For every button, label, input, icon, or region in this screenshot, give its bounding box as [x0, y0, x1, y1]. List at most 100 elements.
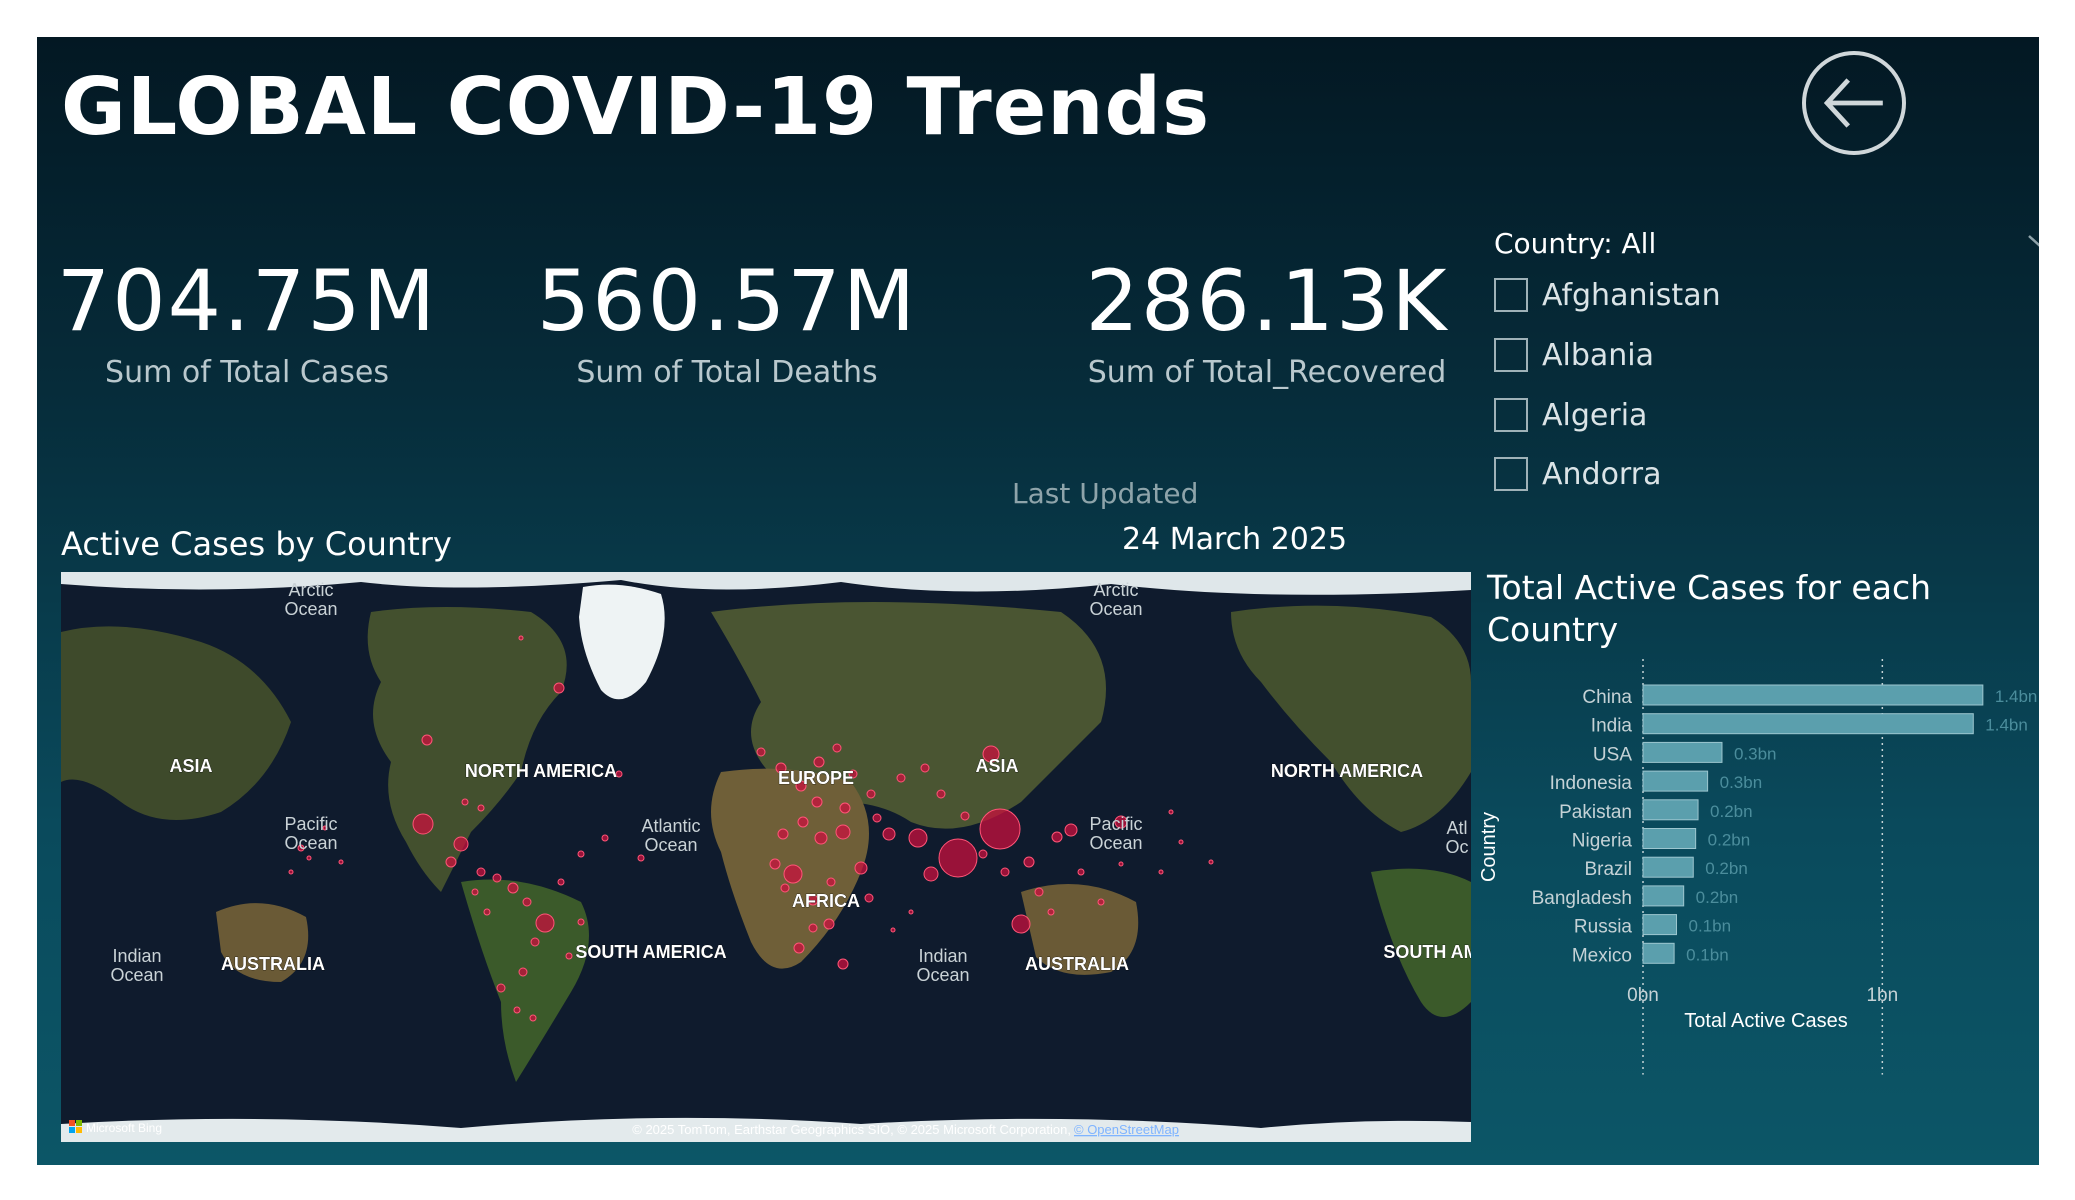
map-label-indian: Indian [918, 946, 967, 966]
kpi-label: Sum of Total Deaths [576, 355, 878, 390]
australia-landmass [1021, 884, 1139, 975]
map-label-pacific: Pacific [1089, 814, 1142, 834]
arctic-ice [61, 572, 1471, 595]
map-label-ocean: Ocean [284, 833, 337, 853]
map-label-indian: Indian [112, 946, 161, 966]
kpi-value: 704.75M [56, 252, 438, 350]
bubble-usa[interactable] [412, 813, 434, 835]
checkbox[interactable] [1494, 338, 1528, 372]
bar-chart: China 1.4bn India 1.4bn USA 0.3bn Indonesia 0.3… [1477, 657, 2037, 1157]
case-bubbles[interactable] [288, 635, 1214, 1022]
slicer-item-algeria[interactable]: Algeria [1494, 395, 1647, 435]
map-label-atlantic: Atlantic [641, 816, 700, 836]
checkbox[interactable] [1494, 278, 1528, 312]
slicer-item-andorra[interactable]: Andorra [1494, 454, 1661, 494]
slicer-item-albania[interactable]: Albania [1494, 335, 1654, 375]
y-tick-label: Nigeria [1572, 831, 1633, 852]
kpi-total-recovered: 286.13K Sum of Total_Recovered [1047, 253, 1487, 390]
map-label-asia: ASIA [975, 756, 1018, 776]
map-label-ocean: Ocean [110, 965, 163, 985]
bing-logo-text: Microsoft Bing [86, 1121, 162, 1135]
bar [1642, 770, 1709, 792]
australia-left-landmass [216, 903, 309, 982]
chevron-down-icon[interactable] [2026, 231, 2039, 251]
bubble-bangladesh[interactable] [923, 866, 939, 882]
map-label-ocean: Ocean [284, 599, 337, 619]
y-tick-label: India [1591, 716, 1633, 737]
data-label: 0.2bn [1708, 831, 1751, 850]
slicer-item-label: Andorra [1542, 456, 1662, 492]
last-updated-date: 24 March 2025 [1122, 522, 1348, 557]
map-label-atl-cut: Atl [1446, 818, 1467, 838]
map-label-ocean: Ocean [644, 835, 697, 855]
bar [1642, 799, 1699, 821]
kpi-label: Sum of Total_Recovered [1087, 355, 1447, 390]
map-label-south-america-cut: SOUTH AM [1383, 942, 1471, 962]
x-axis-title: Total Active Cases [1684, 1010, 1847, 1032]
bar [1642, 684, 1984, 706]
map-attribution: © 2025 TomTom, Earthstar Geographics SIO… [632, 1122, 1071, 1137]
x-tick-label: 1bn [1866, 985, 1898, 1006]
data-label: 0.3bn [1734, 744, 1777, 763]
kpi-value: 286.13K [1085, 252, 1449, 350]
bubble-india[interactable] [938, 838, 978, 878]
map-label-north-america: NORTH AMERICA [1271, 761, 1423, 781]
continent-labels: ASIA ASIA NORTH AMERICA NORTH AMERICA EU… [169, 756, 1471, 975]
south-america-right-landmass [1371, 868, 1471, 1017]
back-arrow-icon [1823, 78, 1883, 128]
bubble-pakistan[interactable] [908, 828, 928, 848]
map-label-australia: AUSTRALIA [1025, 954, 1129, 974]
asia-left-landmass [61, 626, 291, 820]
map-label-south-america: SOUTH AMERICA [575, 942, 726, 962]
map-label-pacific: Pacific [284, 814, 337, 834]
slicer-item-afghanistan[interactable]: Afghanistan [1494, 275, 1721, 315]
y-tick-label: China [1582, 687, 1632, 708]
y-tick-label: Bangladesh [1532, 888, 1632, 909]
antarctic-ice [61, 1117, 1471, 1142]
back-button[interactable] [1802, 51, 1906, 155]
y-tick-label: Brazil [1584, 859, 1632, 880]
map-label-asia: ASIA [169, 756, 212, 776]
data-label: 1.4bn [1995, 687, 2037, 706]
y-axis-title: Country [1478, 812, 1500, 882]
ocean-labels: Arctic Ocean Arctic Ocean Pacific Ocean … [110, 580, 1468, 985]
bar [1642, 713, 1974, 735]
slicer-item-label: Albania [1542, 337, 1655, 373]
y-tick-label: Indonesia [1550, 773, 1633, 794]
world-map[interactable]: Arctic Ocean Arctic Ocean Pacific Ocean … [61, 572, 1471, 1142]
y-tick-label: Pakistan [1559, 802, 1632, 823]
map-title: Active Cases by Country [61, 525, 452, 563]
bubble-brazil[interactable] [535, 913, 555, 933]
bubble-indonesia[interactable] [1011, 914, 1031, 934]
bar [1642, 914, 1678, 936]
bubble-china[interactable] [979, 808, 1021, 850]
bar [1642, 856, 1694, 878]
bar [1642, 885, 1685, 907]
page-title: GLOBAL COVID-19 Trends [61, 61, 1211, 153]
slicer-title: Country: All [1494, 227, 1657, 260]
checkbox[interactable] [1494, 457, 1528, 491]
kpi-total-cases: 704.75M Sum of Total Cases [47, 253, 447, 390]
bubble-mexico[interactable] [453, 836, 469, 852]
map-label-arctic: Arctic [289, 580, 334, 600]
bing-logo: Microsoft Bing [69, 1120, 162, 1135]
bubble-nigeria[interactable] [783, 864, 803, 884]
country-slicer: Country: All Afghanistan Albania Algeria… [1494, 227, 2039, 547]
data-label: 0.3bn [1720, 773, 1763, 792]
bar [1642, 828, 1697, 849]
bar-chart-svg: China 1.4bn India 1.4bn USA 0.3bn Indonesia 0.3… [1478, 659, 2037, 1075]
greenland [579, 584, 665, 700]
checkbox[interactable] [1494, 398, 1528, 432]
dashboard: GLOBAL COVID-19 Trends 704.75M Sum of To… [37, 37, 2039, 1165]
map-label-europe: EUROPE [778, 768, 854, 788]
bubble-russia[interactable] [982, 745, 1000, 763]
map-label-oc-cut: Oc [1445, 837, 1468, 857]
x-tick-label: 0bn [1627, 985, 1659, 1006]
map-canvas[interactable]: Arctic Ocean Arctic Ocean Pacific Ocean … [61, 572, 1471, 1142]
openstreetmap-link[interactable]: © OpenStreetMap [1074, 1122, 1179, 1137]
y-tick-label: Mexico [1572, 945, 1632, 966]
map-label-north-america: NORTH AMERICA [465, 761, 617, 781]
y-tick-label: Russia [1574, 917, 1633, 938]
data-label: 0.1bn [1686, 945, 1729, 964]
data-label: 0.2bn [1696, 888, 1739, 907]
